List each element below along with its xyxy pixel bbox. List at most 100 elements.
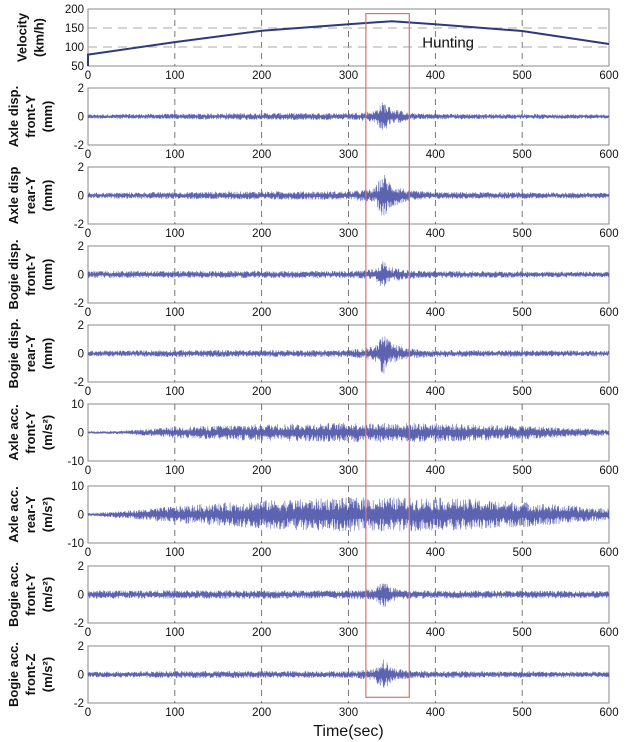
x-tick-label: 500 bbox=[513, 707, 532, 719]
x-tick-label: 400 bbox=[426, 70, 445, 82]
y-axis-label-line: Bogie disp. bbox=[6, 318, 21, 388]
x-tick-label: 0 bbox=[85, 70, 91, 82]
y-tick-label: 10 bbox=[71, 481, 84, 493]
y-tick-label: 0 bbox=[78, 670, 84, 682]
series-line bbox=[87, 422, 610, 443]
x-tick-label: 600 bbox=[599, 386, 618, 398]
x-tick-label: 200 bbox=[252, 465, 271, 477]
x-tick-label: 500 bbox=[513, 465, 532, 477]
y-axis-label: Bogie acc. front-Y (m/s²) bbox=[6, 562, 55, 627]
y-axis-label-line: rear-Y bbox=[23, 495, 38, 533]
series-line bbox=[87, 497, 610, 532]
x-tick-label: 300 bbox=[339, 149, 358, 161]
x-tick-label: 200 bbox=[252, 547, 271, 559]
x-tick-label: 0 bbox=[85, 386, 91, 398]
y-axis-label-line: (m/s²) bbox=[40, 577, 55, 612]
y-tick-label: 0 bbox=[78, 191, 84, 203]
y-axis-label-line: (mm) bbox=[40, 101, 55, 133]
y-tick-label: 150 bbox=[65, 23, 84, 35]
y-tick-label: -10 bbox=[67, 456, 84, 468]
x-tick-label: 500 bbox=[513, 228, 532, 240]
x-tick-label: 200 bbox=[252, 70, 271, 82]
y-tick-label: 0 bbox=[78, 349, 84, 361]
y-axis-label: Axle acc. rear-Y (m/s²) bbox=[6, 486, 55, 542]
y-axis-label-line: front-Z bbox=[23, 654, 38, 696]
hunting-annotation: Hunting bbox=[422, 34, 474, 51]
x-tick-label: 400 bbox=[426, 627, 445, 639]
y-axis-label: Axle disp. front-Y (mm) bbox=[6, 86, 55, 147]
y-axis-label: Velocity (km/h) bbox=[15, 12, 47, 62]
y-tick-label: 100 bbox=[65, 42, 84, 54]
y-tick-label: 0 bbox=[78, 510, 84, 522]
x-tick-label: 100 bbox=[165, 228, 184, 240]
y-axis-label-line: front-Y bbox=[23, 95, 38, 138]
x-tick-label: 300 bbox=[339, 465, 358, 477]
x-tick-label: 200 bbox=[252, 707, 271, 719]
y-tick-label: 2 bbox=[78, 162, 84, 174]
x-tick-label: 100 bbox=[165, 70, 184, 82]
y-tick-label: -2 bbox=[74, 698, 84, 710]
y-tick-label: 0 bbox=[78, 270, 84, 282]
y-axis-label-line: rear-Y bbox=[23, 334, 38, 372]
x-tick-label: 200 bbox=[252, 228, 271, 240]
x-tick-label: 500 bbox=[513, 149, 532, 161]
series-line bbox=[87, 102, 610, 130]
x-tick-label: 0 bbox=[85, 307, 91, 319]
y-tick-label: 2 bbox=[78, 641, 84, 653]
x-tick-label: 100 bbox=[165, 707, 184, 719]
x-tick-label: 200 bbox=[252, 307, 271, 319]
x-tick-label: 200 bbox=[252, 627, 271, 639]
series-line bbox=[87, 336, 610, 374]
x-tick-label: 400 bbox=[426, 386, 445, 398]
x-axis-label: Time(sec) bbox=[313, 723, 384, 740]
y-tick-label: 0 bbox=[78, 428, 84, 440]
y-tick-label: 2 bbox=[78, 241, 84, 253]
x-tick-label: 600 bbox=[599, 627, 618, 639]
x-tick-label: 200 bbox=[252, 149, 271, 161]
x-tick-label: 500 bbox=[513, 547, 532, 559]
x-tick-label: 500 bbox=[513, 70, 532, 82]
series-line bbox=[87, 583, 610, 608]
y-axis-label: Axle acc. front-Y (m/s²) bbox=[6, 404, 55, 460]
x-tick-label: 100 bbox=[165, 465, 184, 477]
y-axis-label-line: (km/h) bbox=[32, 18, 47, 57]
y-axis-label-line: Bogie acc. bbox=[6, 562, 21, 627]
x-tick-label: 100 bbox=[165, 307, 184, 319]
y-axis-label-line: front-Y bbox=[23, 253, 38, 296]
series-line bbox=[87, 261, 610, 287]
y-axis-label-line: (mm) bbox=[40, 338, 55, 370]
x-tick-label: 100 bbox=[165, 386, 184, 398]
x-tick-label: 100 bbox=[165, 149, 184, 161]
y-tick-label: -2 bbox=[74, 377, 84, 389]
y-axis-label: Bogie disp. front-Y (mm) bbox=[6, 239, 55, 309]
y-tick-label: 2 bbox=[78, 83, 84, 95]
x-tick-label: 500 bbox=[513, 307, 532, 319]
x-tick-label: 400 bbox=[426, 707, 445, 719]
y-axis-label-line: (m/s²) bbox=[40, 415, 55, 450]
hunting-highlight-box bbox=[365, 12, 410, 698]
y-axis-label-line: Bogie disp. bbox=[6, 239, 21, 309]
x-tick-label: 600 bbox=[599, 547, 618, 559]
y-tick-label: 200 bbox=[65, 4, 84, 16]
y-tick-label: -2 bbox=[74, 298, 84, 310]
x-tick-label: 500 bbox=[513, 386, 532, 398]
x-tick-label: 300 bbox=[339, 386, 358, 398]
y-axis-label-line: Axle acc. bbox=[6, 404, 21, 460]
series-line bbox=[87, 20, 610, 66]
x-tick-label: 0 bbox=[85, 547, 91, 559]
y-axis-label-line: Axle acc. bbox=[6, 486, 21, 542]
x-tick-label: 600 bbox=[599, 228, 618, 240]
y-axis-label-line: (mm) bbox=[40, 259, 55, 291]
y-tick-label: -2 bbox=[74, 618, 84, 630]
x-tick-label: 200 bbox=[252, 386, 271, 398]
y-axis-label: Bogie disp. rear-Y (mm) bbox=[6, 318, 55, 388]
x-tick-label: 0 bbox=[85, 228, 91, 240]
y-tick-label: 0 bbox=[78, 112, 84, 124]
y-axis-label-line: Velocity bbox=[15, 12, 30, 62]
